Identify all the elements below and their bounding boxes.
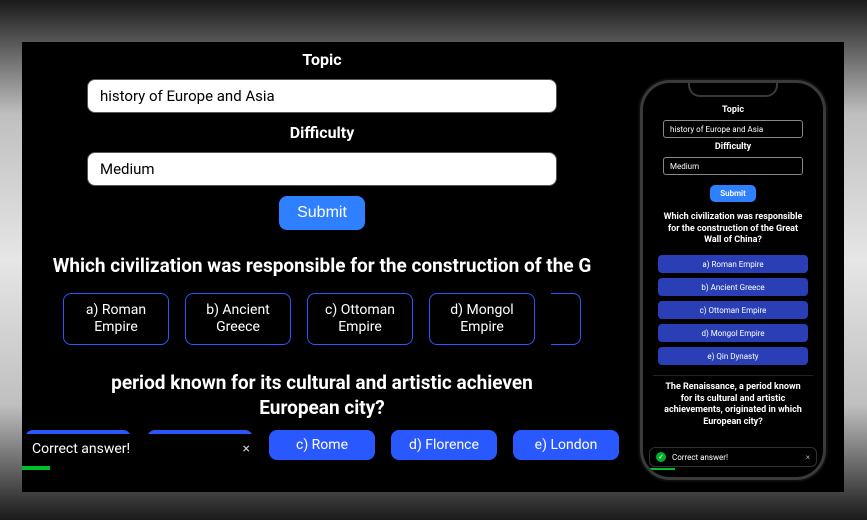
- phone-question-2-text: The Renaissance, a period known for its …: [659, 382, 807, 429]
- submit-button[interactable]: Submit: [279, 196, 365, 230]
- close-icon[interactable]: ×: [243, 441, 250, 457]
- toast-text: Correct answer!: [32, 441, 130, 457]
- difficulty-label: Difficulty: [34, 123, 610, 142]
- app-stage: Topic history of Europe and Asia Difficu…: [22, 42, 844, 492]
- topic-input[interactable]: history of Europe and Asia: [87, 79, 557, 113]
- phone-notch: [688, 83, 778, 97]
- q1-option-c[interactable]: c) Ottoman Empire: [307, 293, 413, 345]
- phone-divider: [653, 375, 813, 376]
- phone-question-1-text: Which civilization was responsible for t…: [659, 212, 807, 247]
- q1-option-e-cutoff[interactable]: [551, 293, 581, 345]
- phone-mockup: Topic history of Europe and Asia Difficu…: [640, 80, 826, 480]
- desktop-view: Topic history of Europe and Asia Difficu…: [22, 42, 622, 492]
- phone-difficulty-input[interactable]: Medium: [663, 157, 803, 175]
- phone-toast-correct-answer: ✓ Correct answer! ×: [649, 447, 817, 467]
- q1-option-d[interactable]: d) Mongol Empire: [429, 293, 535, 345]
- q2-option-d[interactable]: d) Florence: [391, 430, 497, 460]
- phone-difficulty-label: Difficulty: [653, 142, 813, 152]
- phone-topic-label: Topic: [653, 105, 813, 115]
- phone-q1-option-e[interactable]: e) Qin Dynasty: [658, 347, 808, 365]
- phone-toast-progress-bar: [649, 468, 675, 470]
- topic-label: Topic: [34, 50, 610, 69]
- phone-submit-button[interactable]: Submit: [710, 185, 756, 202]
- q2-option-e[interactable]: e) London: [513, 430, 619, 460]
- phone-q1-option-d[interactable]: d) Mongol Empire: [658, 324, 808, 342]
- phone-q1-option-b[interactable]: b) Ancient Greece: [658, 278, 808, 296]
- question-1-options: a) Roman Empire b) Ancient Greece c) Ott…: [34, 293, 610, 345]
- question-2-text: period known for its cultural and artist…: [34, 371, 610, 420]
- toast-correct-answer: Correct answer! ×: [22, 434, 260, 464]
- question-1-text: Which civilization was responsible for t…: [34, 254, 610, 277]
- phone-q1-option-c[interactable]: c) Ottoman Empire: [658, 301, 808, 319]
- toast-progress-bar: [22, 466, 50, 470]
- phone-question-1-options: a) Roman Empire b) Ancient Greece c) Ott…: [653, 255, 813, 365]
- phone-q1-option-a[interactable]: a) Roman Empire: [658, 255, 808, 273]
- q2-option-c[interactable]: c) Rome: [269, 430, 375, 460]
- difficulty-input[interactable]: Medium: [87, 152, 557, 186]
- phone-close-icon[interactable]: ×: [806, 453, 810, 462]
- phone-toast-text: Correct answer!: [672, 453, 728, 462]
- q1-option-a[interactable]: a) Roman Empire: [63, 293, 169, 345]
- q1-option-b[interactable]: b) Ancient Greece: [185, 293, 291, 345]
- check-icon: ✓: [656, 452, 666, 462]
- phone-topic-input[interactable]: history of Europe and Asia: [663, 120, 803, 138]
